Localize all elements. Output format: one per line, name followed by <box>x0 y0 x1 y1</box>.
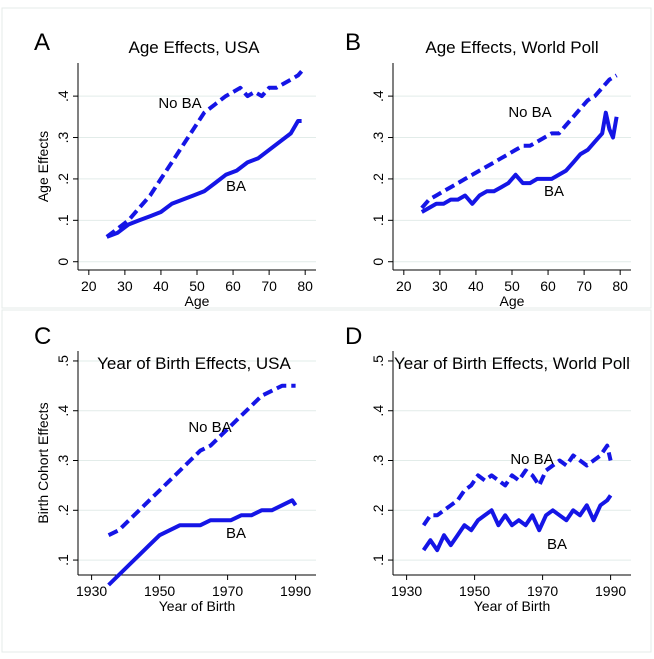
panel-d: .1 .2 .3 .4 .5 1930 1950 1970 1990 Year of Birth Y… <box>345 323 631 614</box>
y-tick-label: .4 <box>370 405 386 417</box>
y-tick-label: .2 <box>55 173 71 185</box>
y-tick-label: .1 <box>55 214 71 226</box>
y-tick-label: .1 <box>370 214 386 226</box>
y-tick-label: .5 <box>55 355 71 367</box>
y-tick-label: .3 <box>370 454 386 466</box>
series-label: BA <box>226 178 246 195</box>
panel-letter: C <box>34 323 51 350</box>
panel-a: 0 .1 .2 .3 .4 20 30 40 50 60 70 80 Age Age Effects Age… <box>34 29 316 309</box>
y-tick-label: .3 <box>55 131 71 143</box>
panel-title: Age Effects, World Poll <box>425 38 598 57</box>
series-label: BA <box>544 183 564 200</box>
y-tick-label: .4 <box>55 405 71 417</box>
panel-letter: B <box>345 29 361 56</box>
x-tick-label: 20 <box>396 278 412 294</box>
x-tick-label: 20 <box>81 278 97 294</box>
series-label: BA <box>547 536 567 553</box>
x-tick-label: 1950 <box>144 583 175 599</box>
x-tick-label: 1990 <box>595 583 626 599</box>
x-tick-label: 1950 <box>459 583 490 599</box>
x-tick-label: 1930 <box>76 583 107 599</box>
x-tick-label: 40 <box>153 278 169 294</box>
panel-title: Age Effects, USA <box>128 38 260 57</box>
panel-title: Year of Birth Effects, USA <box>97 354 291 373</box>
x-tick-label: 1970 <box>527 583 558 599</box>
panel-letter: D <box>345 323 362 350</box>
x-tick-label: 50 <box>189 278 205 294</box>
x-tick-label: 40 <box>468 278 484 294</box>
x-axis-title: Year of Birth <box>474 598 551 614</box>
x-axis-title: Age <box>185 293 210 309</box>
x-tick-label: 30 <box>432 278 448 294</box>
panel-b: 0 .1 .2 .3 .4 20 30 40 50 60 70 80 Age Age Effects, W… <box>345 29 631 309</box>
x-tick-label: 80 <box>612 278 628 294</box>
y-axis-title: Birth Cohort Effects <box>35 402 51 523</box>
y-tick-label: .2 <box>55 504 71 516</box>
series-line-ba <box>422 113 617 212</box>
x-tick-label: 80 <box>297 278 313 294</box>
series-label: No BA <box>158 95 201 112</box>
y-axis-title: Age Effects <box>35 131 51 202</box>
y-tick-label: .1 <box>370 554 386 566</box>
series-line-no-ba <box>422 75 617 208</box>
y-tick-label: .4 <box>55 90 71 102</box>
panel-title: Year of Birth Effects, World Poll <box>394 354 630 373</box>
x-tick-label: 60 <box>225 278 241 294</box>
x-tick-label: 70 <box>261 278 277 294</box>
x-tick-label: 60 <box>540 278 556 294</box>
series-label: No BA <box>188 419 231 436</box>
y-tick-label: .5 <box>370 355 386 367</box>
x-tick-label: 30 <box>117 278 133 294</box>
y-tick-label: .2 <box>370 173 386 185</box>
y-tick-label: .3 <box>370 131 386 143</box>
x-tick-label: 70 <box>576 278 592 294</box>
y-tick-label: .4 <box>370 90 386 102</box>
x-tick-label: 1990 <box>280 583 311 599</box>
y-tick-label: .1 <box>55 554 71 566</box>
x-tick-label: 1930 <box>391 583 422 599</box>
y-tick-label: 0 <box>55 258 71 266</box>
y-tick-label: .3 <box>55 454 71 466</box>
panel-c: .1 .2 .3 .4 .5 1930 1950 1970 1990 Year of Birth B… <box>34 323 316 614</box>
x-tick-label: 1970 <box>212 583 243 599</box>
series-label: BA <box>226 525 246 542</box>
x-axis-title: Year of Birth <box>159 598 236 614</box>
x-tick-label: 50 <box>504 278 520 294</box>
y-tick-label: 0 <box>370 258 386 266</box>
series-label: No BA <box>510 451 553 468</box>
panel-letter: A <box>34 29 50 56</box>
y-tick-label: .2 <box>370 504 386 516</box>
series-label: No BA <box>508 104 551 121</box>
x-axis-title: Age <box>500 293 525 309</box>
